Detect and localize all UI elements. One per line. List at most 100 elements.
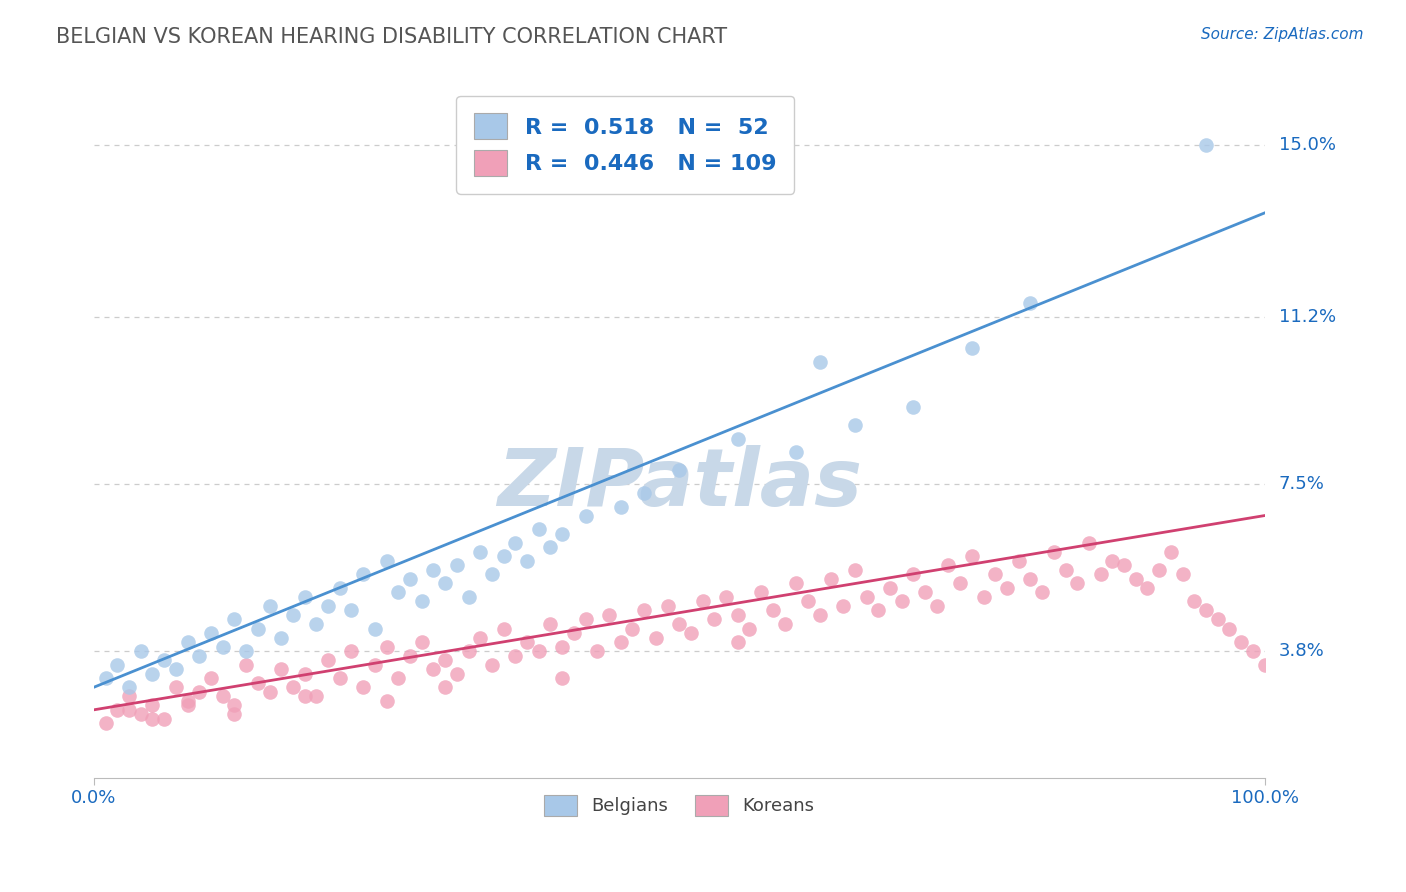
- Point: [903, 400, 925, 414]
- Point: [387, 671, 409, 685]
- Point: [105, 703, 128, 717]
- Point: [340, 644, 363, 658]
- Point: [446, 666, 468, 681]
- Point: [1066, 576, 1088, 591]
- Point: [224, 612, 246, 626]
- Point: [411, 635, 433, 649]
- Point: [995, 581, 1018, 595]
- Point: [281, 607, 304, 622]
- Point: [785, 445, 807, 459]
- Point: [105, 657, 128, 672]
- Point: [259, 599, 281, 613]
- Point: [352, 680, 374, 694]
- Point: [375, 640, 398, 654]
- Point: [844, 563, 866, 577]
- Point: [188, 648, 211, 663]
- Point: [176, 694, 198, 708]
- Point: [879, 581, 901, 595]
- Point: [551, 640, 574, 654]
- Text: 3.8%: 3.8%: [1278, 642, 1324, 660]
- Point: [141, 698, 163, 713]
- Point: [141, 666, 163, 681]
- Point: [703, 612, 725, 626]
- Point: [470, 545, 492, 559]
- Point: [1195, 603, 1218, 617]
- Point: [505, 535, 527, 549]
- Point: [200, 626, 222, 640]
- Point: [224, 707, 246, 722]
- Point: [434, 680, 457, 694]
- Point: [609, 635, 631, 649]
- Point: [399, 572, 422, 586]
- Point: [364, 622, 387, 636]
- Point: [621, 622, 644, 636]
- Point: [609, 500, 631, 514]
- Point: [1125, 572, 1147, 586]
- Point: [118, 680, 141, 694]
- Point: [246, 675, 269, 690]
- Point: [692, 594, 714, 608]
- Point: [1206, 612, 1229, 626]
- Point: [844, 418, 866, 433]
- Point: [785, 576, 807, 591]
- Point: [1182, 594, 1205, 608]
- Point: [316, 599, 339, 613]
- Text: 7.5%: 7.5%: [1278, 475, 1324, 493]
- Point: [316, 653, 339, 667]
- Point: [1241, 644, 1264, 658]
- Point: [1195, 138, 1218, 153]
- Point: [960, 342, 983, 356]
- Point: [129, 707, 152, 722]
- Point: [762, 603, 785, 617]
- Point: [657, 599, 679, 613]
- Point: [411, 594, 433, 608]
- Point: [1090, 567, 1112, 582]
- Point: [574, 508, 596, 523]
- Point: [516, 635, 538, 649]
- Point: [270, 662, 292, 676]
- Point: [527, 644, 550, 658]
- Point: [1101, 554, 1123, 568]
- Point: [749, 585, 772, 599]
- Text: ZIPatlas: ZIPatlas: [496, 444, 862, 523]
- Point: [714, 590, 737, 604]
- Point: [1043, 545, 1066, 559]
- Point: [1008, 554, 1031, 568]
- Point: [1019, 572, 1042, 586]
- Point: [224, 698, 246, 713]
- Point: [422, 563, 444, 577]
- Point: [505, 648, 527, 663]
- Legend: Belgians, Koreans: Belgians, Koreans: [536, 786, 823, 824]
- Point: [399, 648, 422, 663]
- Point: [949, 576, 972, 591]
- Point: [644, 631, 666, 645]
- Point: [329, 671, 352, 685]
- Point: [364, 657, 387, 672]
- Point: [832, 599, 855, 613]
- Point: [727, 635, 749, 649]
- Point: [1054, 563, 1077, 577]
- Point: [855, 590, 877, 604]
- Point: [1019, 296, 1042, 310]
- Point: [973, 590, 995, 604]
- Point: [422, 662, 444, 676]
- Point: [960, 549, 983, 564]
- Point: [738, 622, 761, 636]
- Point: [574, 612, 596, 626]
- Point: [176, 698, 198, 713]
- Point: [305, 617, 328, 632]
- Point: [1147, 563, 1170, 577]
- Point: [200, 671, 222, 685]
- Point: [387, 585, 409, 599]
- Point: [153, 712, 176, 726]
- Point: [586, 644, 609, 658]
- Point: [118, 690, 141, 704]
- Point: [153, 653, 176, 667]
- Point: [727, 432, 749, 446]
- Point: [281, 680, 304, 694]
- Point: [1218, 622, 1240, 636]
- Point: [773, 617, 796, 632]
- Point: [1171, 567, 1194, 582]
- Point: [188, 684, 211, 698]
- Point: [141, 712, 163, 726]
